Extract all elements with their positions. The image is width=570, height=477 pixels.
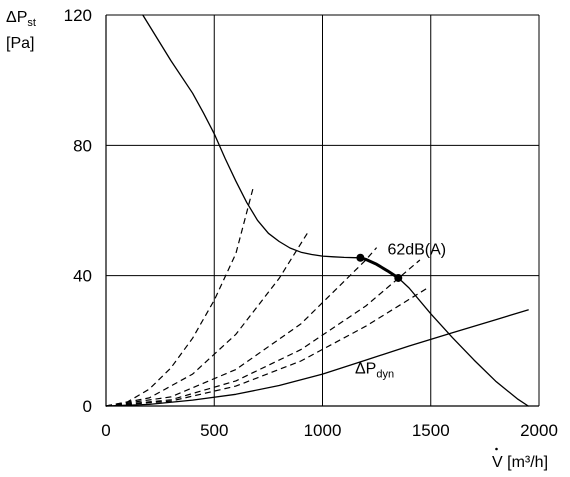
y-tick-label: 0 bbox=[83, 397, 92, 416]
series-system-curve bbox=[105, 259, 421, 407]
y-axis-title: ΔPst bbox=[6, 9, 36, 29]
x-axis-title-dot bbox=[495, 447, 498, 451]
y-axis-title-sub: st bbox=[27, 17, 36, 29]
x-tick-label: 500 bbox=[200, 421, 228, 440]
series-system-curve bbox=[105, 187, 254, 407]
annotation-dyn-sub: dyn bbox=[376, 368, 394, 380]
operating-point bbox=[394, 273, 403, 282]
annotation-dynamic-pressure: ΔPdyn bbox=[355, 360, 394, 380]
operating-point bbox=[356, 253, 365, 262]
x-tick-labels: 0 500 1000 1500 2000 bbox=[101, 421, 558, 440]
x-tick-label: 1500 bbox=[412, 421, 450, 440]
series-fan-curve bbox=[142, 14, 529, 407]
y-tick-label: 80 bbox=[73, 136, 92, 155]
x-tick-label: 1000 bbox=[304, 421, 342, 440]
series-dynamic-pressure bbox=[105, 309, 529, 407]
y-tick-label: 120 bbox=[64, 6, 92, 25]
annotation-dyn-delta: ΔP bbox=[355, 360, 376, 377]
x-axis-title-suffix: [m³/h] bbox=[503, 454, 548, 471]
x-axis-title-prefix: V bbox=[492, 454, 503, 471]
grid bbox=[106, 14, 540, 406]
y-axis-unit: [Pa] bbox=[6, 35, 34, 52]
series-operating-range bbox=[358, 256, 400, 280]
annotation-noise-level: 62dB(A) bbox=[387, 241, 446, 258]
series-system-curve bbox=[105, 232, 308, 407]
y-axis-title-delta: ΔP bbox=[6, 9, 27, 26]
axes bbox=[105, 15, 539, 407]
x-tick-label: 2000 bbox=[520, 421, 558, 440]
x-axis-title: V [m³/h] bbox=[492, 454, 548, 471]
series-system-curve bbox=[105, 247, 378, 407]
y-tick-label: 40 bbox=[73, 267, 92, 286]
series-system-curve bbox=[105, 288, 427, 407]
marker-points bbox=[356, 253, 403, 282]
y-tick-labels: 0 40 80 120 bbox=[64, 6, 92, 416]
series-group bbox=[105, 14, 529, 407]
x-tick-label: 0 bbox=[101, 421, 110, 440]
